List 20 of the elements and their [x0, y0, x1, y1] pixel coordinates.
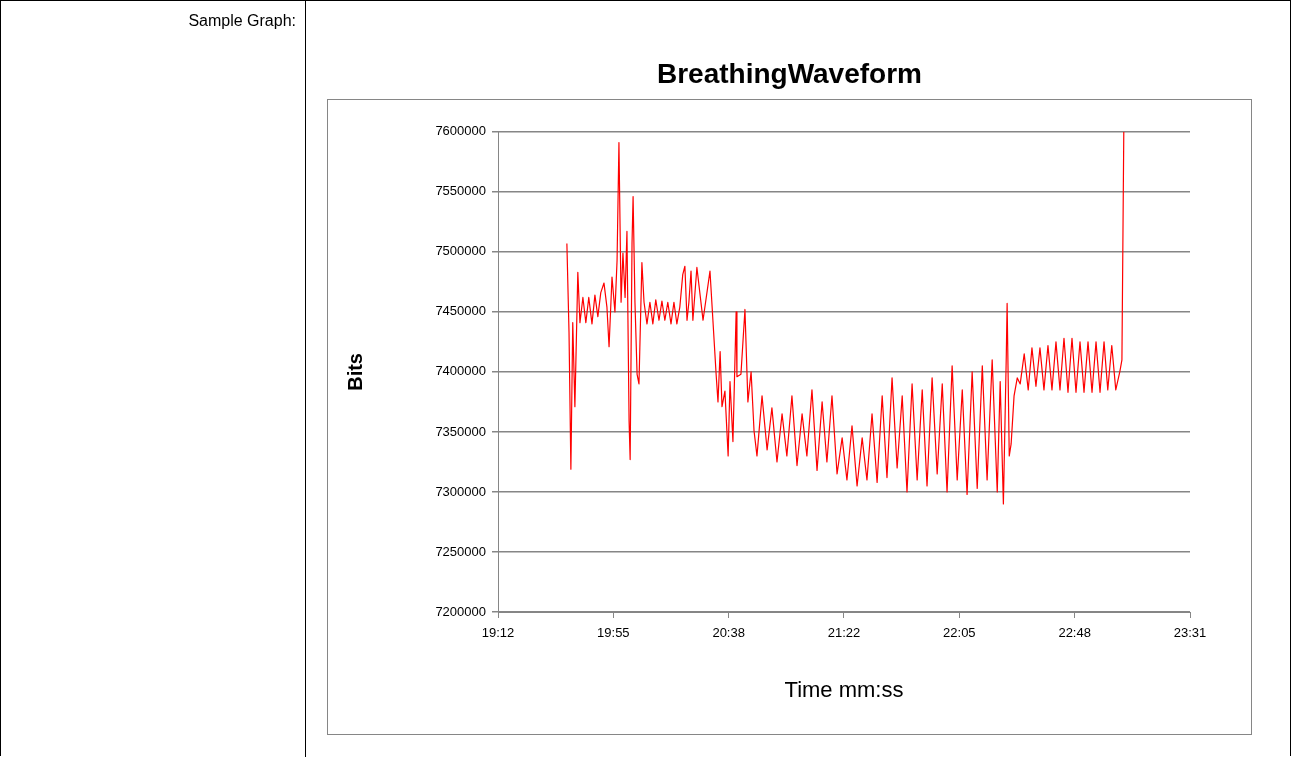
x-tick-label: 22:48 [1058, 625, 1091, 641]
x-tick-label: 19:12 [481, 625, 515, 641]
x-tick-label: 21:22 [827, 625, 861, 641]
y-tick-label: 7600000 [435, 123, 486, 139]
y-tick-label: 7500000 [435, 243, 486, 259]
x-axis-title: Time mm:ss [784, 676, 904, 702]
x-tick-label: 22:05 [943, 625, 976, 641]
x-tick-label: 23:31 [1173, 625, 1207, 641]
chart-title: BreathingWaveform [656, 58, 923, 90]
y-tick-label: 7200000 [435, 603, 486, 619]
text: Sample Graph: [188, 12, 296, 30]
x-tick-label: 20:38 [712, 625, 745, 641]
y-tick-label: 7350000 [435, 423, 486, 439]
y-tick-label: 7250000 [435, 543, 486, 559]
y-tick-label: 7400000 [435, 363, 486, 379]
y-tick-label: 7550000 [435, 183, 486, 199]
x-tick-label: 19:55 [597, 625, 630, 641]
y-tick-label: 7450000 [435, 303, 486, 319]
y-tick-label: 7300000 [435, 483, 486, 499]
y-axis-title: Bits [343, 353, 366, 391]
